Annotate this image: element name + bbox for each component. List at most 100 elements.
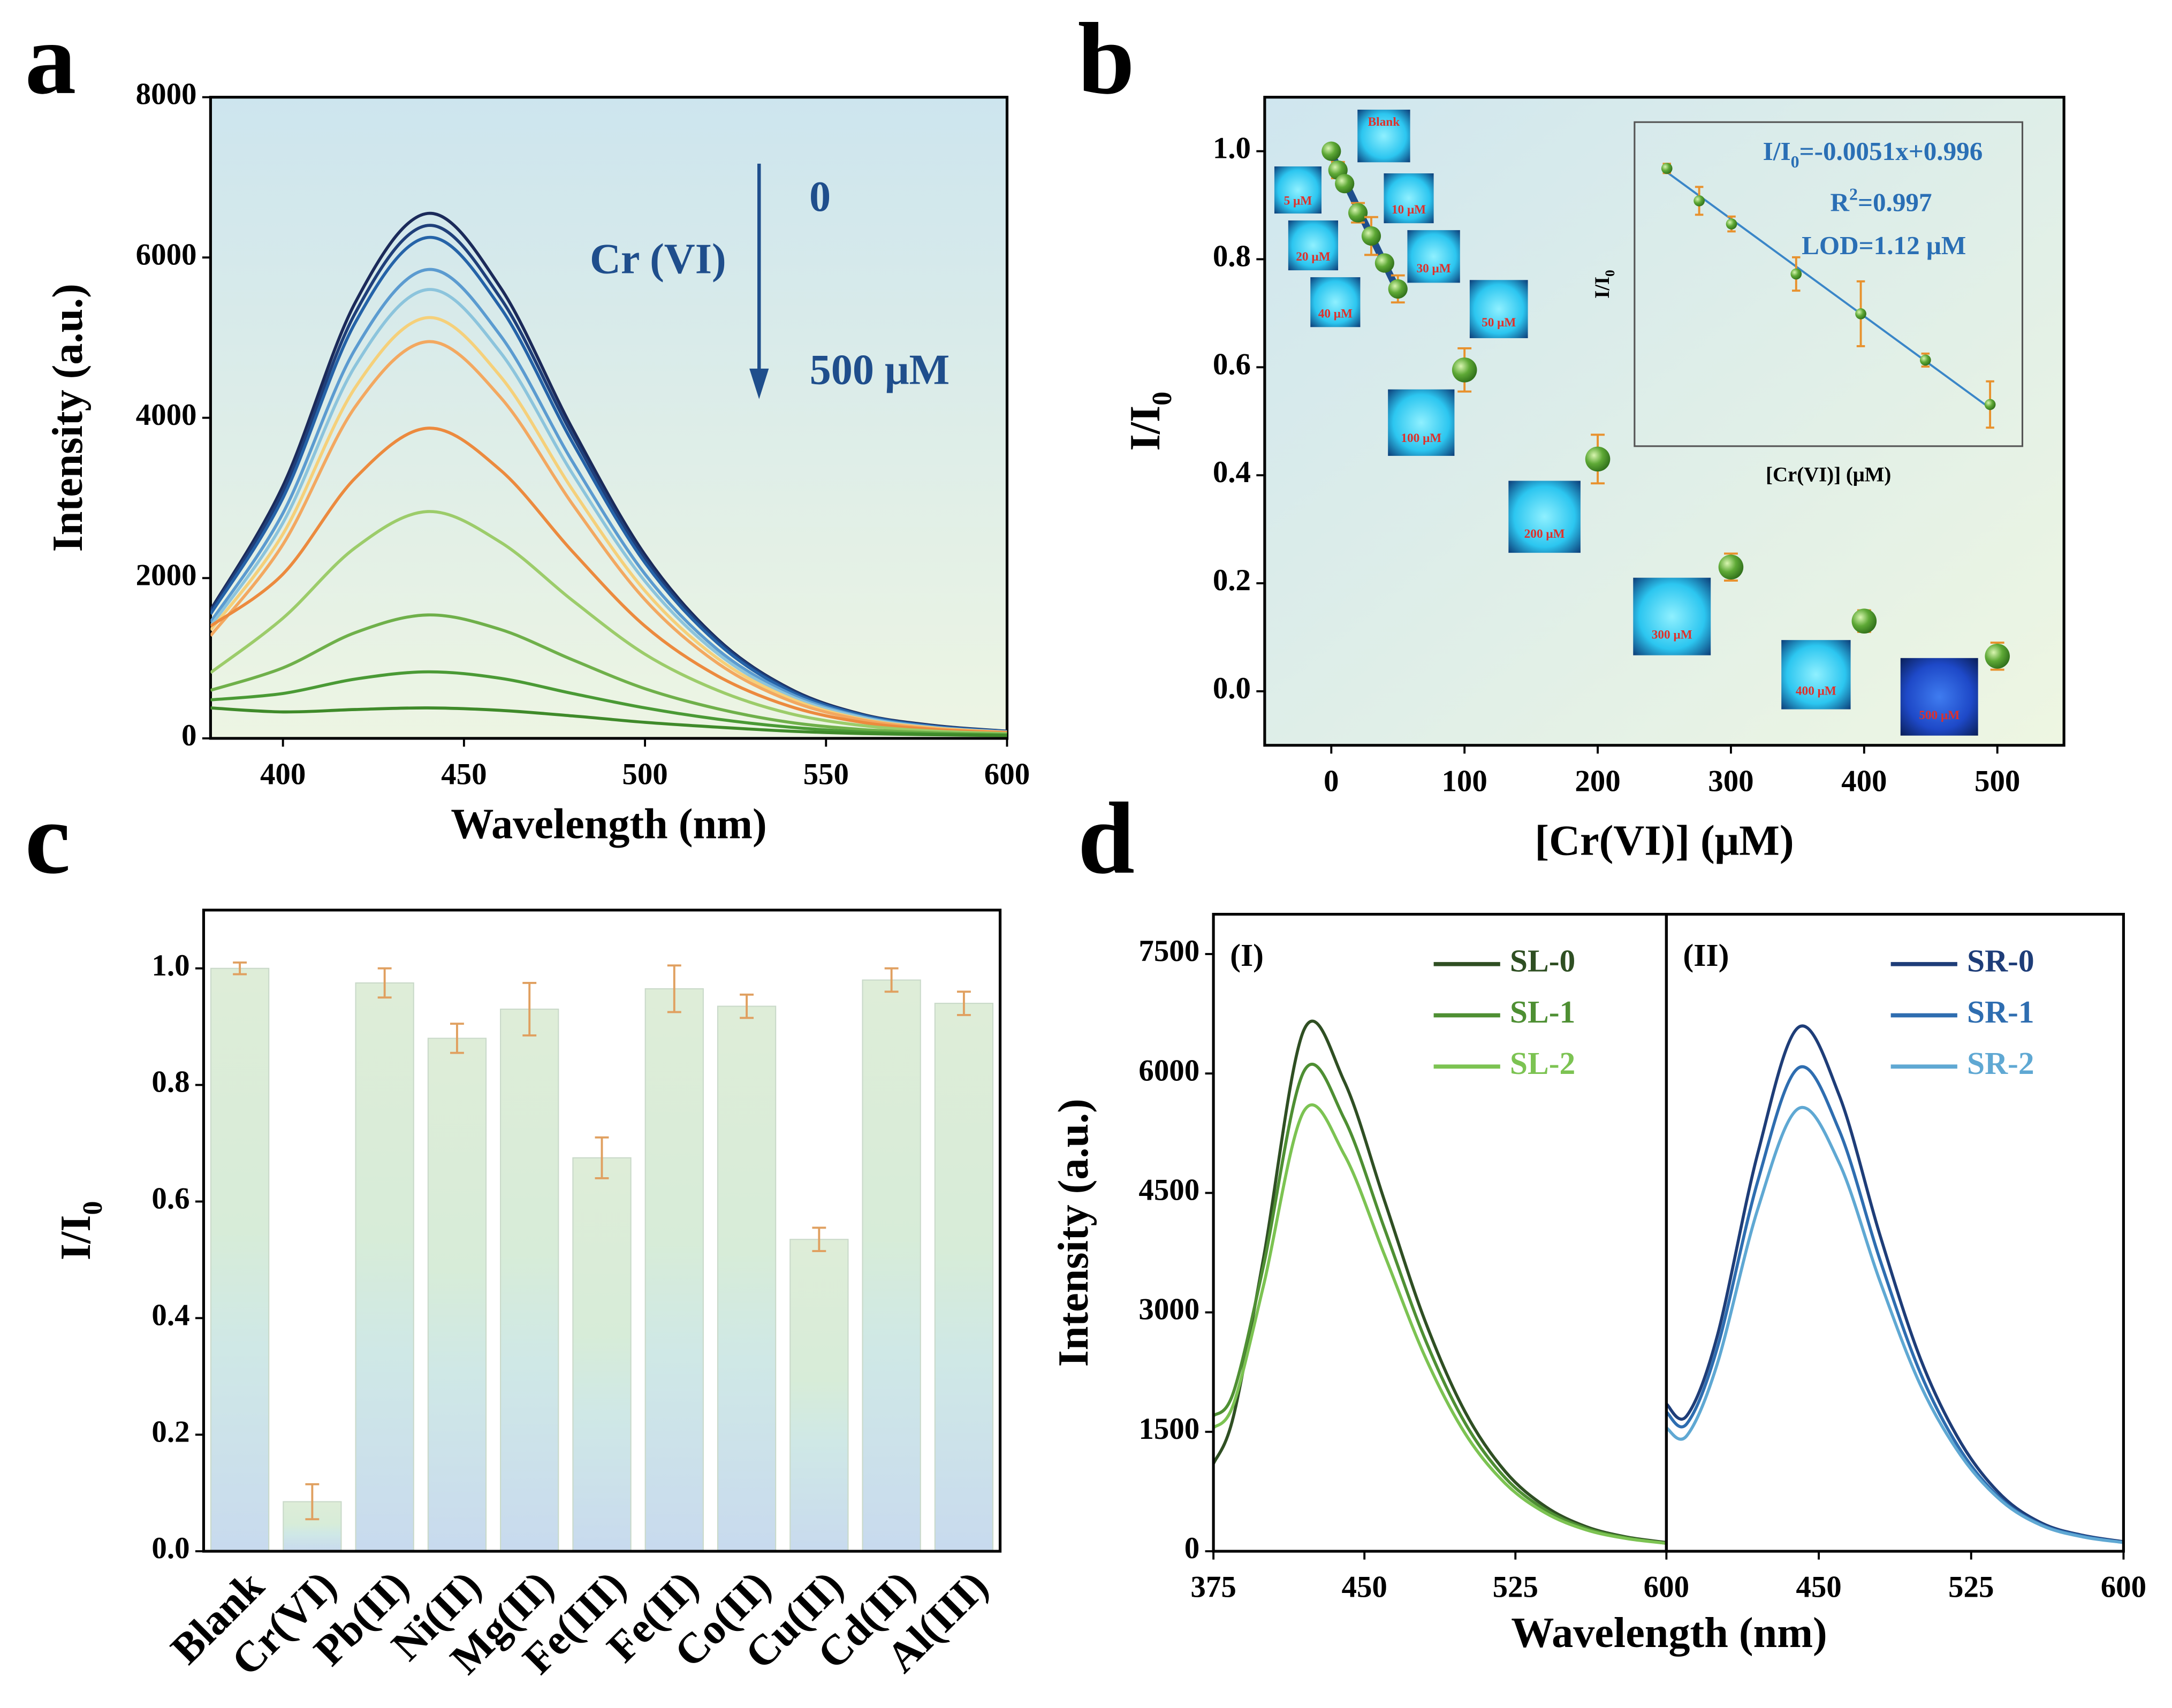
subpanel-label: (I) xyxy=(1230,937,1264,973)
bar xyxy=(355,982,414,1552)
y-tick-label: 0.4 xyxy=(1213,455,1251,489)
bar xyxy=(862,979,921,1552)
spectrum-line xyxy=(1213,1019,1667,1544)
inset-equation-part: =-0.0051x+0.996 xyxy=(1799,136,1983,166)
data-point xyxy=(1348,203,1368,223)
inset-r-squared-part: =0.997 xyxy=(1858,188,1932,217)
plot-area xyxy=(1665,912,2125,1553)
x-tick-label: 450 xyxy=(441,757,487,791)
legend-label: SR-2 xyxy=(1967,1046,2034,1081)
error-bar xyxy=(377,967,392,999)
spectrum-line xyxy=(1666,1105,2124,1544)
panel-label: b xyxy=(1077,2,1135,116)
x-tick-label: 300 xyxy=(1708,764,1753,798)
y-tick-label: 0.2 xyxy=(151,1415,189,1448)
x-tick-label: 550 xyxy=(803,757,849,791)
inset-equation-part: I/I xyxy=(1763,136,1791,166)
y-tick-label: 0.2 xyxy=(1213,563,1251,597)
inset-equation-part: 0 xyxy=(1791,152,1799,171)
data-point xyxy=(1718,554,1744,580)
bar xyxy=(644,988,704,1552)
inset-frame xyxy=(1634,121,2024,447)
photo-label: 20 μM xyxy=(1296,250,1330,264)
y-tick-label: 0.4 xyxy=(151,1298,189,1332)
y-tick-label: 1.0 xyxy=(1213,132,1251,165)
sample-photo xyxy=(1310,277,1361,327)
y-tick-label: 0 xyxy=(1184,1531,1199,1565)
error-bar xyxy=(812,1226,826,1253)
spectrum-line xyxy=(1666,1024,2124,1544)
error-bar xyxy=(305,1483,320,1521)
y-tick-label: 6000 xyxy=(136,238,197,271)
error-bar xyxy=(667,964,681,1013)
x-axis-title: Wavelength (nm) xyxy=(1511,1610,1827,1657)
photo-label: 30 μM xyxy=(1416,262,1450,276)
y-tick-label: 0.6 xyxy=(151,1182,189,1216)
legend-label: SR-1 xyxy=(1967,994,2034,1030)
plot-area xyxy=(209,96,1009,740)
y-axis-title-part: 0 xyxy=(1148,392,1178,406)
sample-photo xyxy=(1357,109,1410,163)
spectrum-line xyxy=(1666,1065,2124,1544)
inset-point xyxy=(1855,308,1866,319)
sample-photo xyxy=(1900,658,1978,736)
data-point xyxy=(1361,226,1381,246)
inset-x-title: [Cr(VI)] (μM) xyxy=(1766,463,1891,486)
x-tick-label: 500 xyxy=(1974,764,2020,798)
plot-area xyxy=(202,909,1002,1553)
bar xyxy=(572,1157,632,1552)
inset-point xyxy=(1726,218,1737,230)
x-axis-title: Wavelength (nm) xyxy=(451,801,766,848)
legend-label: SR-0 xyxy=(1967,943,2034,978)
bar xyxy=(427,1038,487,1552)
panel-label: a xyxy=(25,2,77,116)
annotation: Cr (VI) xyxy=(590,236,726,283)
annotation: 0 xyxy=(809,173,831,220)
y-axis-title-part: I/I xyxy=(53,1215,100,1261)
legend-label: SL-2 xyxy=(1510,1046,1575,1081)
x-tick-label: 525 xyxy=(1493,1570,1538,1604)
photo-label: 400 μM xyxy=(1796,684,1836,698)
data-point xyxy=(1335,174,1355,194)
panel-label: c xyxy=(25,782,71,895)
error-bar xyxy=(522,982,537,1036)
photo-label: 50 μM xyxy=(1482,316,1516,330)
y-tick-label: 6000 xyxy=(1138,1054,1199,1087)
inset-lod: LOD=1.12 μM xyxy=(1802,231,1966,260)
x-tick-label: 450 xyxy=(1341,1570,1387,1604)
annotation: 500 μM xyxy=(810,347,950,394)
photo-label: 40 μM xyxy=(1318,307,1353,321)
photo-label: 10 μM xyxy=(1392,203,1426,217)
y-tick-label: 1.0 xyxy=(151,949,189,982)
data-point xyxy=(1452,357,1477,383)
legend-label: SL-1 xyxy=(1510,994,1575,1030)
bar xyxy=(210,967,270,1552)
error-bar xyxy=(595,1136,609,1179)
bar xyxy=(789,1239,849,1552)
y-axis-title-part: I/I xyxy=(1122,406,1169,451)
sample-photo xyxy=(1288,220,1339,271)
x-tick-label: 450 xyxy=(1796,1570,1841,1604)
y-tick-label: 0.6 xyxy=(1213,347,1251,381)
y-tick-label: 4500 xyxy=(1138,1173,1199,1207)
x-axis-title: [Cr(VI)] (μM) xyxy=(1535,818,1794,865)
error-bar xyxy=(956,990,971,1016)
spectrum-line xyxy=(210,235,1007,734)
inset-fit-line xyxy=(1666,171,1991,409)
arrow-head xyxy=(749,368,769,399)
inset-equation: I/I0=-0.0051x+0.996 xyxy=(1763,136,1983,171)
y-tick-label: 8000 xyxy=(136,78,197,111)
x-tick-label: 400 xyxy=(260,757,306,791)
y-tick-label: 0.0 xyxy=(151,1531,189,1565)
x-tick-label: 100 xyxy=(1441,764,1487,798)
x-tick-label: 400 xyxy=(1841,764,1887,798)
sample-photo xyxy=(1633,577,1711,655)
y-tick-label: 7500 xyxy=(1138,934,1199,968)
x-tick-label: 375 xyxy=(1190,1570,1236,1604)
y-tick-label: 0.8 xyxy=(1213,240,1251,273)
error-bar xyxy=(233,961,247,975)
y-tick-label: 1500 xyxy=(1138,1412,1199,1446)
x-tick-label: 600 xyxy=(2101,1570,2146,1604)
spectrum-line xyxy=(210,510,1007,735)
sample-photo xyxy=(1407,230,1460,283)
